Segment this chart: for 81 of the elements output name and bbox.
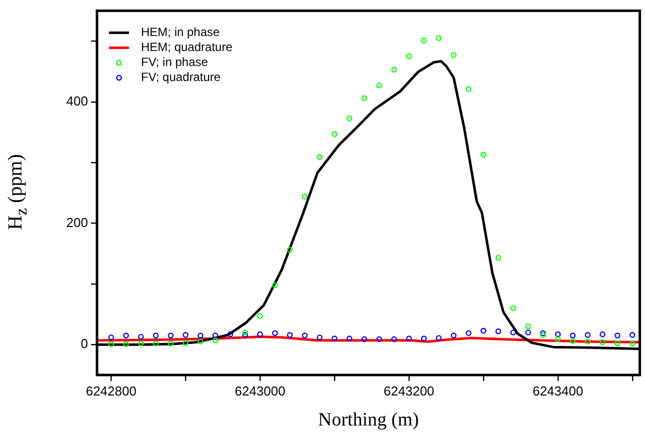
- point: [406, 53, 412, 60]
- point: [332, 131, 338, 137]
- point: [570, 338, 576, 344]
- point: [316, 154, 323, 160]
- point: [495, 328, 502, 334]
- point: [346, 115, 352, 122]
- point: [480, 152, 486, 158]
- point: [168, 340, 174, 346]
- point: [391, 66, 397, 73]
- point: [584, 332, 591, 338]
- x-tick-label: 6243000: [234, 383, 286, 398]
- point: [466, 86, 472, 92]
- point: [584, 338, 591, 345]
- point: [510, 330, 516, 336]
- legend-label: HEM; in phase: [141, 25, 220, 40]
- point: [480, 328, 486, 334]
- point: [629, 340, 636, 346]
- point: [376, 82, 382, 88]
- point: [138, 340, 144, 346]
- point: [361, 95, 368, 102]
- point: [436, 35, 442, 42]
- point: [525, 324, 532, 330]
- point: [152, 332, 159, 338]
- point: [212, 332, 218, 338]
- legend-label: FV; quadrature: [141, 70, 221, 84]
- point: [108, 334, 114, 340]
- point: [510, 305, 516, 312]
- point: [570, 332, 576, 338]
- point: [614, 340, 620, 346]
- point: [286, 247, 293, 253]
- point: [600, 339, 606, 346]
- point: [420, 336, 427, 342]
- point: [198, 332, 204, 338]
- point: [302, 332, 308, 338]
- point: [346, 336, 352, 342]
- point: [629, 332, 636, 338]
- point: [152, 340, 159, 346]
- legend-label: HEM; quadrature: [141, 40, 233, 54]
- point: [108, 341, 114, 347]
- point: [450, 332, 457, 338]
- point: [198, 338, 204, 345]
- point: [614, 332, 620, 338]
- point: [554, 331, 561, 338]
- x-axis-title: Northing (m): [318, 410, 419, 431]
- y-tick-label: 200: [66, 214, 88, 230]
- legend-label: FV; in phase: [141, 55, 208, 70]
- point: [286, 332, 293, 338]
- point: [436, 335, 442, 341]
- point: [495, 254, 502, 261]
- point: [257, 313, 263, 320]
- point: [466, 330, 472, 336]
- point: [242, 332, 248, 338]
- point: [525, 330, 532, 336]
- point: [182, 340, 189, 346]
- point: [554, 336, 561, 342]
- point: [316, 334, 323, 340]
- y-tick-label: 0: [80, 336, 88, 352]
- x-tick-label: 6243200: [384, 383, 434, 398]
- point: [272, 330, 278, 336]
- point: [168, 332, 174, 338]
- point: [302, 194, 308, 200]
- point: [450, 52, 457, 58]
- point: [123, 341, 129, 347]
- x-tick-label: 6243400: [532, 383, 584, 398]
- point: [227, 331, 234, 338]
- point: [212, 338, 218, 344]
- point: [123, 332, 129, 338]
- point: [391, 336, 397, 342]
- point: [272, 282, 278, 288]
- point: [376, 336, 382, 342]
- x-tick-label: 6242800: [86, 383, 136, 398]
- point: [406, 336, 412, 342]
- point: [420, 38, 427, 44]
- point: [361, 336, 368, 342]
- point: [242, 330, 248, 336]
- point: [332, 336, 338, 342]
- point: [600, 331, 606, 338]
- y-tick-label: 400: [66, 93, 88, 108]
- point: [138, 334, 144, 340]
- point: [182, 332, 189, 338]
- point: [257, 331, 263, 338]
